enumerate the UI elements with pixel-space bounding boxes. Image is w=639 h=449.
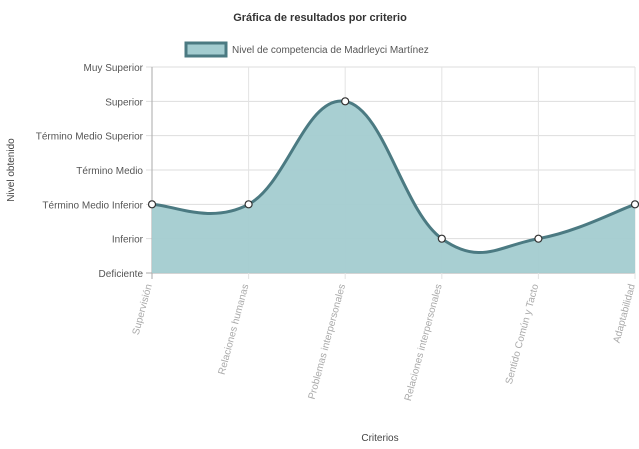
y-tick-label: Término Medio <box>76 166 143 177</box>
chart-title: Gráfica de resultados por criterio <box>233 12 407 24</box>
x-axis-label: Criterios <box>361 433 398 444</box>
x-tick-label: Adaptabilidad <box>612 283 638 344</box>
x-axis-ticks: Supervisión Relaciones humanas Problemas i… <box>131 283 638 403</box>
data-point[interactable] <box>534 234 543 243</box>
x-tick-label: Problemas interpersonales <box>307 283 348 401</box>
y-axis-ticks: Deficiente Inferior Término Medio Inferior… <box>36 63 144 280</box>
legend-label: Nivel de competencia de Madrleyci Martín… <box>232 45 429 56</box>
data-point[interactable] <box>437 234 446 243</box>
data-point[interactable] <box>630 200 639 209</box>
y-tick-label: Muy Superior <box>84 63 144 74</box>
y-tick-label: Inferior <box>112 235 144 246</box>
plot-area <box>147 97 639 273</box>
data-point[interactable] <box>244 200 253 209</box>
data-point[interactable] <box>341 97 350 106</box>
chart-legend[interactable]: Nivel de competencia de Madrleyci Martín… <box>184 41 429 58</box>
y-tick-label: Deficiente <box>99 269 144 280</box>
series-area <box>152 100 635 273</box>
y-tick-label: Superior <box>105 97 143 108</box>
x-tick-label: Relaciones humanas <box>217 283 252 376</box>
x-tick-label: Relaciones interpersonales <box>403 283 445 402</box>
y-tick-label: Término Medio Superior <box>36 132 144 143</box>
x-tick-label: Supervisión <box>131 283 155 336</box>
y-tick-label: Término Medio Inferior <box>42 200 143 211</box>
y-axis-label: Nivel obtenido <box>6 138 17 202</box>
x-tick-label: Sentido Común y Tacto <box>504 283 541 386</box>
data-point[interactable] <box>147 200 157 209</box>
legend-swatch <box>184 41 228 58</box>
